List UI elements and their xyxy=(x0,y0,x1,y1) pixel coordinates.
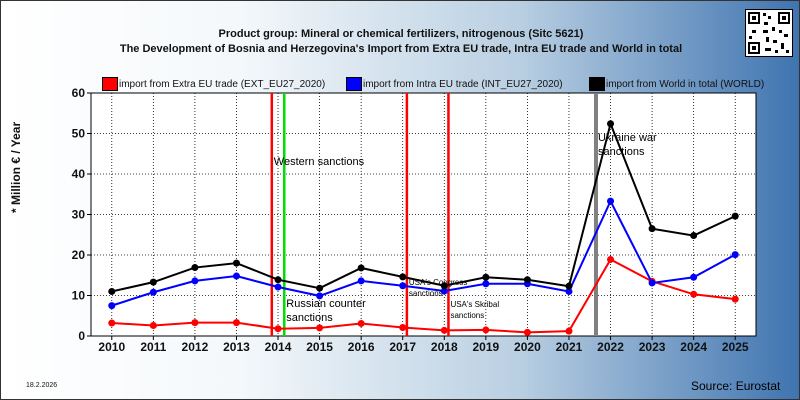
series-point xyxy=(232,319,240,327)
series-point xyxy=(316,284,324,292)
series-point xyxy=(565,287,573,295)
event-label: Ukraine war sanctions xyxy=(598,132,657,158)
series-point xyxy=(690,290,698,298)
x-tick-label: 2022 xyxy=(597,340,624,354)
series-point xyxy=(690,232,698,240)
series-point xyxy=(149,288,157,296)
series-point xyxy=(191,264,199,272)
series-point xyxy=(731,251,739,259)
y-axis-label: * Million € / Year xyxy=(9,121,23,213)
chart-title-line1: Product group: Mineral or chemical ferti… xyxy=(218,28,584,40)
series-point xyxy=(399,282,407,290)
x-tick-label: 2019 xyxy=(472,340,499,354)
series-point xyxy=(648,225,656,233)
x-tick-label: 2010 xyxy=(98,340,125,354)
legend-swatch-blue xyxy=(346,77,362,91)
y-tick-label: 40 xyxy=(72,167,86,181)
series-point xyxy=(149,278,157,286)
y-tick-label: 20 xyxy=(72,248,86,262)
series-point xyxy=(108,319,116,327)
legend-label-intra-eu: import from Intra EU trade (INT_EU27_202… xyxy=(363,79,563,90)
event-label: Western sanctions xyxy=(274,156,365,168)
x-tick-label: 2025 xyxy=(722,340,749,354)
source-note: Source: Eurostat xyxy=(691,379,781,393)
y-tick-label: 60 xyxy=(72,86,86,100)
series-point xyxy=(607,255,615,263)
x-tick-label: 2015 xyxy=(306,340,333,354)
series-point xyxy=(690,273,698,281)
series-point xyxy=(191,277,199,285)
legend-intra-eu: import from Intra EU trade (INT_EU27_202… xyxy=(346,77,563,91)
series-point xyxy=(607,120,615,128)
series-point xyxy=(440,282,448,290)
x-tick-label: 2020 xyxy=(514,340,541,354)
x-tick-label: 2013 xyxy=(223,340,250,354)
y-tick-label: 0 xyxy=(78,329,85,343)
event-label: USA's Congress sanctions xyxy=(409,278,467,298)
x-tick-label: 2012 xyxy=(182,340,209,354)
series-line xyxy=(111,198,736,307)
legend-label-world: import from World in total (WORLD) xyxy=(606,79,765,90)
series-point xyxy=(523,276,531,284)
plot-area xyxy=(90,92,757,337)
y-tick-label: 30 xyxy=(72,208,86,222)
series-line xyxy=(111,120,736,293)
series-point xyxy=(565,282,573,290)
qr-code-icon xyxy=(745,9,793,57)
x-tick-label: 2023 xyxy=(639,340,666,354)
series-point xyxy=(440,326,448,334)
series-point xyxy=(191,319,199,327)
event-label: USA's Skribal sanctions xyxy=(450,300,499,320)
x-tick-label: 2011 xyxy=(140,340,166,354)
series-point xyxy=(357,264,365,272)
series-point xyxy=(232,259,240,267)
series-point xyxy=(482,326,490,334)
series-point xyxy=(440,287,448,295)
series-point xyxy=(731,295,739,303)
x-tick-label: 2021 xyxy=(556,340,583,354)
series-point xyxy=(274,283,282,291)
series-point xyxy=(108,287,116,295)
series-point xyxy=(316,292,324,300)
series-point xyxy=(357,319,365,327)
legend-extra-eu: import from Extra EU trade (EXT_EU27_202… xyxy=(102,77,326,91)
legend-label-extra-eu: import from Extra EU trade (EXT_EU27_202… xyxy=(119,79,326,90)
export-date: 18.2.2026 xyxy=(26,382,58,389)
series-point xyxy=(232,272,240,280)
y-tick-label: 10 xyxy=(72,289,86,303)
x-tick-label: 2014 xyxy=(265,340,292,354)
series-point xyxy=(731,212,739,220)
series-point xyxy=(316,324,324,332)
chart-title-line2: The Development of Bosnia and Herzegovin… xyxy=(119,43,683,55)
series-point xyxy=(274,276,282,284)
legend-swatch-red xyxy=(102,77,118,91)
series-point xyxy=(399,273,407,281)
x-tick-label: 2024 xyxy=(680,340,707,354)
series-line xyxy=(111,258,736,334)
legend-world: import from World in total (WORLD) xyxy=(589,77,765,91)
series-point xyxy=(565,327,573,335)
x-tick-label: 2017 xyxy=(389,340,416,354)
x-tick-label: 2016 xyxy=(348,340,375,354)
series-point xyxy=(482,273,490,281)
series-point xyxy=(149,321,157,329)
x-tick-label: 2018 xyxy=(431,340,458,354)
legend-swatch-black xyxy=(589,77,605,91)
series-point xyxy=(108,302,116,310)
series-point xyxy=(399,323,407,331)
series-point xyxy=(648,279,656,287)
series-point xyxy=(357,277,365,285)
series-point xyxy=(523,328,531,336)
series-point xyxy=(274,325,282,333)
event-label: Russian counter sanctions xyxy=(286,298,366,324)
series-point xyxy=(482,280,490,288)
y-tick-label: 50 xyxy=(72,127,86,141)
series-point xyxy=(607,197,615,205)
